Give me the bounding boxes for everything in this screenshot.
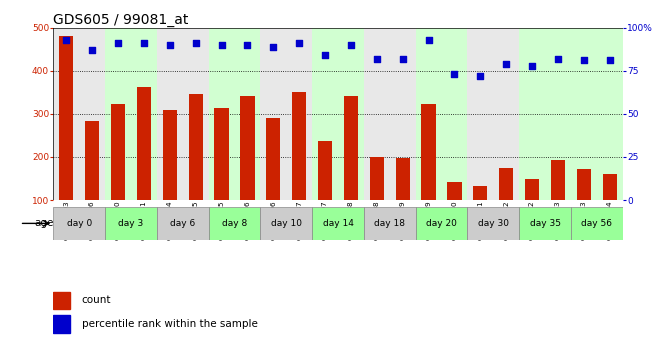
- Text: day 18: day 18: [374, 219, 406, 228]
- Point: [216, 42, 227, 48]
- Bar: [208, 207, 260, 240]
- Bar: [370, 157, 384, 243]
- Bar: [344, 96, 358, 243]
- Bar: [240, 96, 254, 243]
- Point: [605, 58, 615, 63]
- Bar: [53, 315, 71, 333]
- Bar: [260, 28, 312, 200]
- Bar: [208, 28, 260, 200]
- Point: [475, 73, 486, 79]
- Bar: [416, 28, 468, 200]
- Bar: [53, 292, 71, 309]
- Bar: [468, 28, 519, 200]
- Bar: [292, 92, 306, 243]
- Point: [268, 44, 278, 49]
- Bar: [577, 169, 591, 243]
- Text: day 6: day 6: [170, 219, 195, 228]
- Point: [527, 63, 537, 68]
- Text: age: age: [34, 218, 53, 228]
- Bar: [105, 28, 157, 200]
- Text: day 30: day 30: [478, 219, 509, 228]
- Text: day 20: day 20: [426, 219, 457, 228]
- Bar: [448, 181, 462, 243]
- Text: percentile rank within the sample: percentile rank within the sample: [82, 319, 258, 329]
- Bar: [59, 36, 73, 243]
- Point: [190, 40, 201, 46]
- Bar: [468, 207, 519, 240]
- Text: day 10: day 10: [270, 219, 302, 228]
- Bar: [603, 174, 617, 243]
- Bar: [111, 104, 125, 243]
- Point: [449, 71, 460, 77]
- Bar: [137, 87, 151, 243]
- Point: [87, 47, 97, 53]
- Bar: [551, 160, 565, 243]
- Text: day 56: day 56: [581, 219, 612, 228]
- Bar: [312, 207, 364, 240]
- Bar: [266, 118, 280, 243]
- Text: count: count: [82, 296, 111, 305]
- Point: [294, 40, 304, 46]
- Bar: [53, 207, 105, 240]
- Bar: [214, 108, 228, 243]
- Point: [553, 56, 563, 61]
- Bar: [85, 121, 99, 243]
- Bar: [318, 141, 332, 243]
- Point: [139, 40, 149, 46]
- Bar: [422, 104, 436, 243]
- Point: [501, 61, 511, 67]
- Bar: [499, 168, 513, 243]
- Bar: [105, 207, 157, 240]
- Bar: [416, 207, 468, 240]
- Point: [61, 37, 71, 42]
- Point: [320, 52, 330, 58]
- Point: [165, 42, 175, 48]
- Point: [424, 37, 434, 42]
- Point: [242, 42, 252, 48]
- Point: [346, 42, 356, 48]
- Bar: [571, 207, 623, 240]
- Bar: [571, 28, 623, 200]
- Text: day 3: day 3: [119, 219, 144, 228]
- Bar: [474, 186, 488, 243]
- Point: [398, 56, 408, 61]
- Bar: [260, 207, 312, 240]
- Point: [113, 40, 123, 46]
- Bar: [163, 110, 177, 243]
- Text: day 8: day 8: [222, 219, 247, 228]
- Bar: [188, 93, 202, 243]
- Bar: [312, 28, 364, 200]
- Text: day 14: day 14: [322, 219, 354, 228]
- Bar: [364, 28, 416, 200]
- Bar: [396, 158, 410, 243]
- Bar: [364, 207, 416, 240]
- Bar: [53, 28, 105, 200]
- Bar: [157, 28, 208, 200]
- Point: [579, 58, 589, 63]
- Text: day 0: day 0: [67, 219, 92, 228]
- Text: GDS605 / 99081_at: GDS605 / 99081_at: [53, 12, 188, 27]
- Bar: [519, 28, 571, 200]
- Bar: [525, 179, 539, 243]
- Point: [372, 56, 382, 61]
- Bar: [157, 207, 208, 240]
- Bar: [519, 207, 571, 240]
- Text: day 35: day 35: [529, 219, 561, 228]
